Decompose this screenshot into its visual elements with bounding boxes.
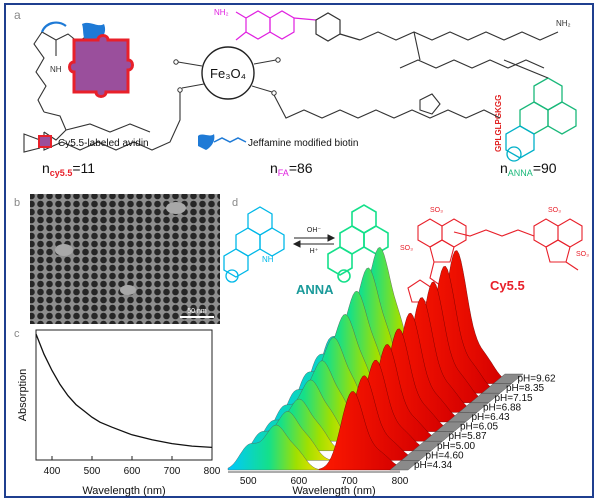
- legend-avidin-label: Cy5.5-labeled avidin: [58, 138, 149, 149]
- panel-c: c 400 500 600 700 800 Absorption Wavelength …: [14, 328, 221, 497]
- imine-label: NH: [50, 65, 62, 74]
- peg-amine-label: NH₂: [556, 19, 571, 28]
- absorption-curve: [35, 333, 213, 449]
- cy55-sulfonate-4: SO₃: [576, 251, 589, 258]
- ph-label: pH=5.87: [449, 431, 488, 442]
- n-fa-count: nFA=86: [270, 160, 313, 178]
- cy55-emission-band: [318, 391, 401, 471]
- waterfall-tick-label: 700: [341, 476, 358, 487]
- ph-label: pH=7.15: [495, 393, 534, 404]
- n-anna-count: nANNA=90: [500, 160, 557, 178]
- panel-c-label: c: [14, 328, 20, 340]
- n-cy55-count: ncy5.5=11: [42, 160, 95, 178]
- ph-label: pH=6.05: [460, 422, 499, 433]
- n-fa-prefix: n: [270, 160, 278, 176]
- absorption-tick-label: 600: [124, 466, 141, 477]
- tem-void: [166, 202, 186, 214]
- absorption-tick-label: 800: [204, 466, 221, 477]
- anna-molecule-base: [327, 204, 389, 283]
- absorption-plot-frame: [35, 329, 213, 461]
- n-cy55-sub: cy5.5: [50, 168, 73, 178]
- ph-label: pH=8.35: [506, 383, 545, 394]
- legend-avidin-swatch: [38, 135, 52, 148]
- panel-waterfall: 500 600 700 800 pH=4.34pH=4.60pH=5.00pH=5.8…: [227, 247, 556, 497]
- reaction-forward: OH⁻: [307, 227, 322, 234]
- panel-d-label: d: [232, 197, 238, 209]
- cy55-avidin-puzzle-icon: [68, 34, 134, 98]
- waterfall-tick-label: 800: [392, 476, 409, 487]
- absorption-tick-label: 700: [164, 466, 181, 477]
- n-anna-value: =90: [533, 160, 557, 176]
- top-chain: [359, 31, 559, 69]
- scale-bar: [180, 316, 214, 318]
- absorption-x-ticks: 400 500 600 700 800: [44, 456, 221, 477]
- legend-biotin-label: Jeffamine modified biotin: [248, 138, 358, 149]
- ph-label: pH=6.43: [472, 412, 511, 423]
- panel-d: d NH OH⁻ H⁺ ANNA: [223, 197, 589, 303]
- n-anna-prefix: n: [500, 160, 508, 176]
- figure-frame: [4, 3, 594, 498]
- legend-biotin-tail: [213, 137, 247, 143]
- fe3o4-core: [201, 46, 255, 100]
- spectrum-base-slab: [389, 460, 421, 471]
- ph-label: pH=6.88: [483, 402, 522, 413]
- folate-structure: [235, 10, 361, 42]
- legend-biotin-icon: [198, 134, 215, 150]
- anna-amine: NH: [262, 255, 274, 264]
- panel-a: a NH₂ NH₂ GPLGLPGKGG: [14, 8, 577, 178]
- fe3o4-label: Fe₃O₄: [210, 66, 246, 81]
- fluorescence-waterfall: [227, 247, 524, 471]
- ph-labels: pH=4.34pH=4.60pH=5.00pH=5.87pH=6.05pH=6.…: [414, 374, 556, 471]
- waterfall-tick-label: 600: [290, 476, 307, 487]
- tem-void: [55, 244, 73, 256]
- tem-void: [120, 285, 136, 295]
- absorption-tick-label: 500: [84, 466, 101, 477]
- n-cy55-value: =11: [72, 160, 95, 176]
- n-cy55-prefix: n: [42, 160, 50, 176]
- cy55-sulfonate-1: SO₃: [430, 207, 443, 214]
- panel-a-label: a: [14, 8, 21, 22]
- n-anna-sub: ANNA: [508, 168, 533, 178]
- waterfall-x-ticks: 500 600 700 800: [228, 471, 409, 487]
- waterfall-tick-label: 500: [240, 476, 257, 487]
- anna-structure: [505, 77, 577, 162]
- absorption-x-label: Wavelength (nm): [82, 485, 165, 497]
- ph-label: pH=4.34: [414, 460, 453, 471]
- folate-amine-label: NH₂: [214, 8, 229, 17]
- panel-b: b 50 nm: [14, 194, 220, 324]
- tem-image: [30, 194, 220, 324]
- phosphonate-anchors: [173, 57, 281, 96]
- n-fa-value: =86: [289, 160, 313, 176]
- cy55-sulfonate-2: SO₃: [400, 245, 413, 252]
- anna-label: ANNA: [296, 282, 334, 297]
- waterfall-x-label: Wavelength (nm): [292, 485, 375, 497]
- panel-b-label: b: [14, 197, 20, 209]
- biotin-tail: [40, 21, 67, 33]
- scale-bar-label: 50 nm: [187, 308, 207, 315]
- ph-label: pH=5.00: [437, 441, 476, 452]
- ph-label: pH=9.62: [518, 374, 557, 385]
- anna-molecule-acid: [223, 206, 285, 283]
- reaction-back: H⁺: [310, 248, 319, 255]
- cy55-label: Cy5.5: [490, 278, 525, 293]
- absorption-tick-label: 400: [44, 466, 61, 477]
- ph-label: pH=4.60: [426, 450, 465, 461]
- anna-emission-band: [227, 424, 320, 471]
- bottom-chain: [23, 92, 501, 153]
- absorption-y-label: Absorption: [17, 369, 29, 422]
- peptide-sequence: GPLGLPGKGG: [494, 95, 503, 152]
- equilibrium-arrows: [292, 234, 336, 248]
- n-fa-sub: FA: [278, 168, 289, 178]
- cy55-sulfonate-3: SO₃: [548, 207, 561, 214]
